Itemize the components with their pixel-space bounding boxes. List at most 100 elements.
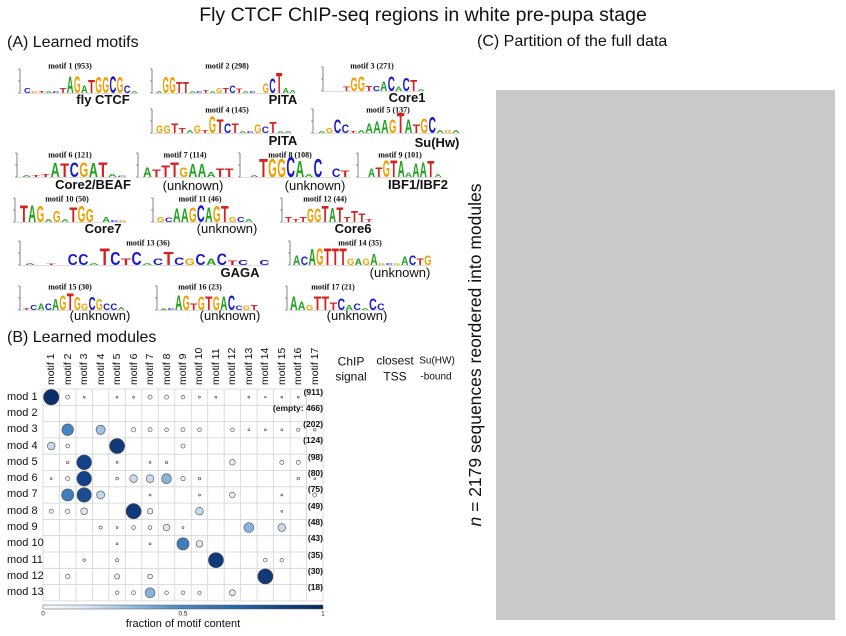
logo-letter-A: A: [89, 159, 98, 182]
logo-letter-A: A: [28, 201, 36, 228]
module-bubble: [65, 443, 70, 449]
logo-letter-T: T: [216, 166, 225, 180]
logo-letter-C: C: [247, 130, 255, 134]
logo-letter-T: T: [322, 202, 329, 227]
module-bubble: [197, 590, 202, 595]
module-bubble: [80, 507, 88, 515]
module-bubble: [96, 490, 105, 500]
logo-letter-C: C: [229, 84, 235, 96]
motif-column-header: motif 11: [209, 348, 222, 385]
logo-letter-G: G: [81, 302, 88, 312]
logo-letter-T: T: [276, 66, 283, 99]
motif-column-header: motif 13: [242, 347, 255, 385]
module-bubble: [76, 487, 92, 503]
module-bubble: [115, 526, 119, 529]
logo-letter-G: G: [86, 207, 94, 227]
logo-letter-A: A: [405, 117, 413, 138]
logo-letter-G: G: [363, 257, 370, 267]
logo-letter-T: T: [170, 158, 179, 182]
logo-letter-A: A: [295, 156, 304, 182]
module-bubble: [48, 508, 54, 514]
module-bubble: [279, 460, 285, 465]
motif-annotation: Core2/BEAF: [55, 177, 131, 192]
logo-letter-A: A: [209, 91, 216, 94]
logo-letter-C: C: [342, 123, 350, 136]
logo-letter-A: A: [25, 263, 36, 266]
logo-letter-C: C: [111, 219, 119, 222]
logo-letter-A: A: [412, 161, 419, 183]
module-bubble: [295, 460, 301, 465]
logo-letter-G: G: [189, 203, 197, 227]
motif-annotation: IBF1/IBF2: [388, 177, 448, 192]
logo-letter-A: A: [102, 215, 110, 223]
module-bubble: [164, 394, 169, 400]
logo-letter-A: A: [220, 294, 227, 315]
module-count-label: (49): [307, 500, 323, 511]
module-bubble: [132, 395, 135, 399]
logo-letter-A: A: [142, 263, 153, 266]
logo-letter-G: G: [383, 154, 390, 182]
module-bubble: [180, 443, 186, 449]
module-bubble: [147, 394, 153, 400]
logo-letter-C: C: [53, 91, 60, 94]
module-bubble: [66, 460, 70, 465]
logo-letter-C: C: [110, 301, 117, 312]
logo-letter-C: C: [386, 262, 394, 266]
module-bubble: [146, 508, 154, 515]
logo-letter-G: G: [74, 295, 81, 315]
suhw-header-line1: Su(HW): [419, 355, 455, 367]
logo-letter-A: A: [45, 218, 53, 223]
logo-letter-A: A: [368, 167, 375, 180]
logo-letter-C: C: [110, 71, 117, 99]
module-bubble: [115, 395, 119, 399]
module-count-label: (empty: 466): [272, 402, 323, 413]
logo-letter-C: C: [286, 151, 295, 184]
module-bubble: [131, 590, 136, 596]
logo-letter-T: T: [351, 208, 359, 225]
module-bubble: [161, 473, 172, 484]
logo-letter-G: G: [444, 129, 452, 134]
module-bubble: [115, 461, 119, 464]
partition-y-axis-label: n = 2179 sequences reordered into module…: [465, 184, 485, 527]
module-bubble: [164, 427, 169, 432]
logo-letter-T: T: [98, 157, 108, 181]
logo-letter-T: T: [183, 79, 189, 97]
logo-letter-G: G: [277, 155, 286, 184]
motif-label: motif 9 (101): [378, 150, 422, 160]
logo-letter-A: A: [283, 87, 289, 95]
logo-letter-A: A: [318, 130, 326, 134]
panel-a-title: (A) Learned motifs: [7, 34, 139, 51]
logo-letter-A: A: [420, 158, 427, 182]
logo-letter-A: A: [89, 263, 100, 266]
logo-letter-G: G: [179, 165, 188, 180]
logo-letter-G: G: [183, 292, 190, 315]
logo-letter-T: T: [300, 216, 307, 225]
logo-letter-T: T: [221, 201, 229, 227]
logo-letter-T: T: [121, 257, 132, 267]
logo-letter-C: C: [373, 84, 381, 93]
logo-letter-T: T: [417, 257, 425, 267]
module-bubble: [296, 476, 300, 481]
logo-letter-A: A: [373, 117, 381, 136]
module-bubble: [247, 395, 251, 399]
logo-letter-A: A: [395, 86, 402, 93]
module-bubble: [61, 423, 74, 436]
logo-letter-T: T: [366, 218, 374, 223]
logo-letter-C: C: [237, 215, 245, 223]
module-bubble: [95, 424, 106, 435]
module-bubble: [115, 542, 119, 546]
module-bubble: [198, 493, 201, 497]
motif-column-header: motif 10: [193, 347, 206, 385]
logo-letter-T: T: [88, 77, 95, 98]
logo-letter-T: T: [341, 169, 350, 180]
logo-letter-A: A: [277, 130, 285, 134]
logo-letter-T: T: [69, 203, 77, 227]
logo-letter-A: A: [250, 174, 260, 177]
logo-letter-T: T: [292, 218, 300, 223]
motif-column-header: motif 17: [308, 347, 321, 385]
logo-letter-G: G: [350, 74, 357, 96]
logo-letter-A: A: [61, 218, 69, 223]
logo-letter-T: T: [203, 89, 209, 94]
